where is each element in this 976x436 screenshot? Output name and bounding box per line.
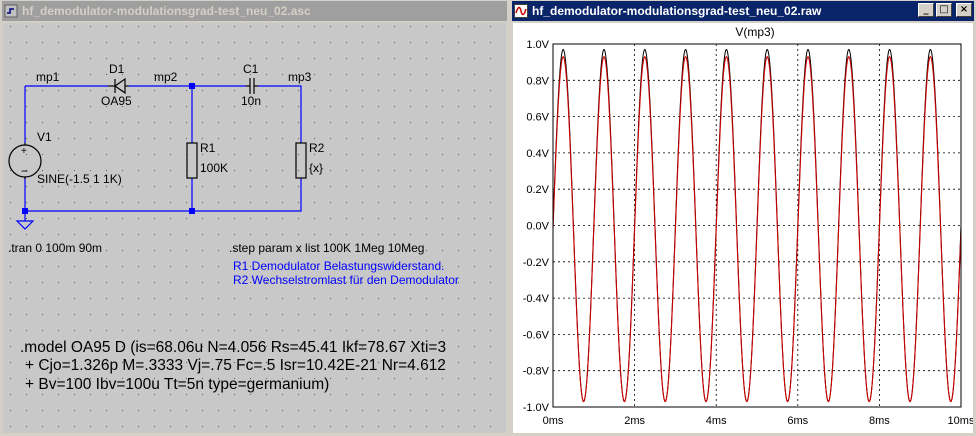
- x-tick-label: 0ms: [543, 415, 564, 427]
- ground-symbol: [15, 211, 35, 230]
- x-tick-label: 10ms: [948, 415, 973, 427]
- waveform-title: hf_demodulator-modulationsgrad-test_neu_…: [532, 4, 822, 18]
- y-tick-label: 0.2V: [526, 184, 549, 196]
- x-tick-label: 8ms: [869, 415, 890, 427]
- resistor-r2[interactable]: [295, 142, 307, 179]
- model-line-1[interactable]: .model OA95 D (is=68.06u N=4.056 Rs=45.4…: [20, 339, 446, 356]
- net-label-mp1: mp1: [36, 70, 60, 84]
- y-tick-label: -1.0V: [523, 402, 550, 414]
- step-directive[interactable]: .step param x list 100K 1Meg 10Meg: [229, 241, 424, 255]
- diode-d1[interactable]: [108, 77, 129, 95]
- r1-name: R1: [200, 141, 216, 155]
- voltage-source-v1[interactable]: + −: [8, 143, 42, 179]
- r2-name: R2: [309, 141, 325, 155]
- c1-value: 10n: [241, 94, 261, 108]
- capacitor-c1[interactable]: [246, 78, 258, 94]
- plot-frame: [552, 43, 962, 408]
- junction-bottom-r1: [189, 208, 195, 214]
- y-tick-label: -0.4V: [523, 293, 550, 305]
- svg-text:−: −: [21, 164, 28, 178]
- series-line-2: [552, 56, 962, 403]
- r1-value: 100K: [200, 161, 228, 175]
- y-tick-label: 1.0V: [526, 39, 549, 51]
- schematic-title: hf_demodulator-modulationsgrad-test_neu_…: [22, 4, 311, 18]
- model-line-2[interactable]: + Cjo=1.326p M=.3333 Vj=.75 Fc=.5 Isr=10…: [25, 357, 446, 374]
- close-button[interactable]: ×: [956, 3, 972, 17]
- schematic-window[interactable]: hf_demodulator-modulationsgrad-test_neu_…: [0, 0, 509, 436]
- y-tick-label: 0.0V: [526, 221, 549, 233]
- model-line-3[interactable]: + Bv=100 Ibv=100u Tt=5n type=germanium): [25, 376, 329, 393]
- schematic-doc-icon: [4, 4, 18, 18]
- y-tick-label: -0.2V: [523, 257, 550, 269]
- waveform-titlebar[interactable]: hf_demodulator-modulationsgrad-test_neu_…: [512, 1, 974, 21]
- maximize-button[interactable]: □: [936, 3, 952, 17]
- waveform-app-icon: [514, 4, 528, 18]
- v1-name: V1: [37, 130, 52, 144]
- x-axis-ticks: 0ms 2ms 4ms 6ms 8ms 10ms: [543, 415, 973, 427]
- chart-title: V(mp3): [735, 25, 774, 39]
- d1-name: D1: [109, 62, 125, 76]
- y-tick-label: -0.8V: [523, 366, 550, 378]
- net-label-mp2: mp2: [154, 70, 178, 84]
- y-tick-label: 0.4V: [526, 148, 549, 160]
- x-tick-label: 4ms: [706, 415, 727, 427]
- junction-mp2: [189, 83, 195, 89]
- waveform-plot[interactable]: V(mp3) 1.0V 0.8V 0.6V 0.4V 0.2V 0.0V -0.2V -0.4…: [513, 23, 973, 433]
- schematic-titlebar[interactable]: hf_demodulator-modulationsgrad-test_neu_…: [2, 1, 507, 21]
- comment-line-2[interactable]: R2 Wechselstromlast für den Demodulator: [233, 273, 459, 287]
- y-tick-label: -0.6V: [523, 329, 550, 341]
- y-tick-label: 0.6V: [526, 112, 549, 124]
- x-tick-label: 6ms: [787, 415, 808, 427]
- schematic-canvas[interactable]: + − V1 SINE(-1.5 1 1K) D1 OA95 C1 10n R1…: [3, 23, 506, 433]
- y-axis-ticks: 1.0V 0.8V 0.6V 0.4V 0.2V 0.0V -0.2V -0.4V -0.6V -…: [523, 39, 550, 414]
- minimize-button[interactable]: _: [918, 3, 934, 17]
- wires: [24, 85, 302, 212]
- x-tick-label: 2ms: [624, 415, 645, 427]
- net-label-mp3: mp3: [288, 70, 312, 84]
- v1-value: SINE(-1.5 1 1K): [37, 172, 122, 186]
- plot-series: [552, 48, 962, 403]
- svg-text:+: +: [21, 146, 27, 157]
- y-tick-label: 0.8V: [526, 75, 549, 87]
- tran-directive[interactable]: .tran 0 100m 90m: [8, 241, 102, 255]
- comment-line-1[interactable]: R1 Demodulator Belastungswiderstand.: [233, 259, 444, 273]
- c1-name: C1: [243, 62, 259, 76]
- r2-value: {x}: [309, 161, 323, 175]
- d1-value: OA95: [101, 94, 132, 108]
- resistor-r1[interactable]: [186, 142, 198, 179]
